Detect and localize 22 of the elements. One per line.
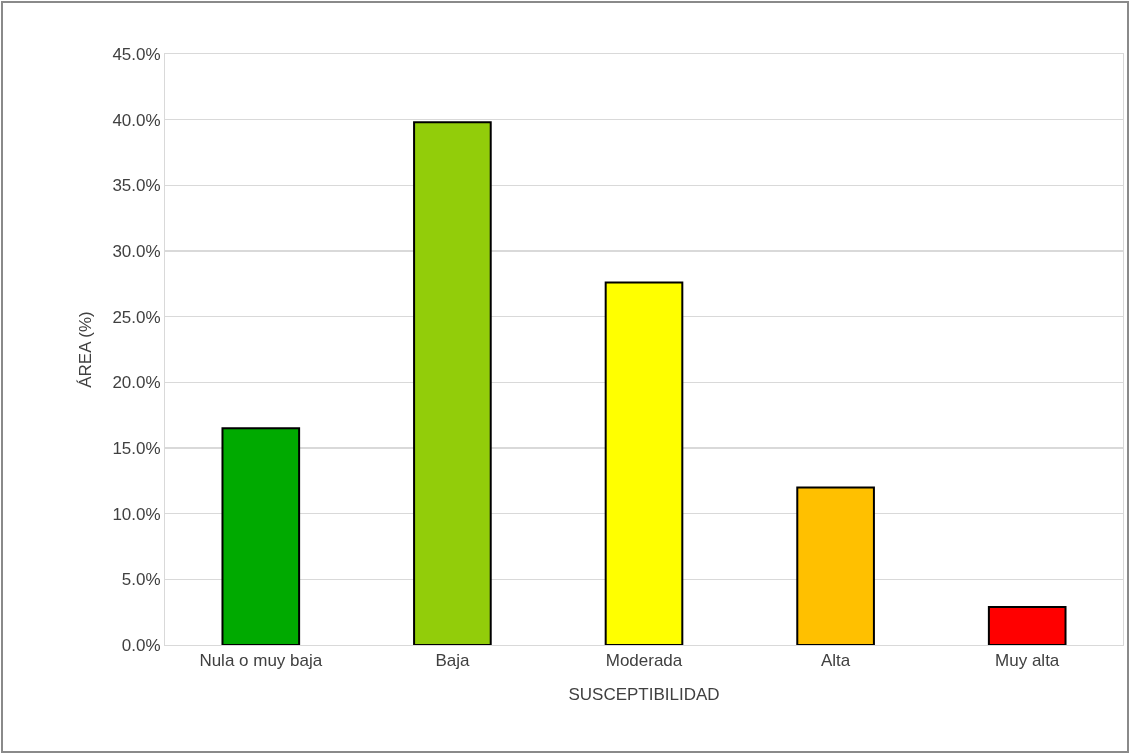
bar [604,281,684,645]
y-tick-label: 35.0% [112,176,161,196]
y-tick-label: 15.0% [112,438,161,458]
x-tick-label: Alta [820,651,851,671]
y-tick-label: 20.0% [112,373,161,393]
bar [987,605,1067,645]
bar [413,121,492,645]
x-axis-title: SUSCEPTIBILIDAD [568,684,720,704]
x-tick-label: Moderada [605,651,683,671]
bar [796,486,875,645]
y-tick-label: 10.0% [112,504,161,524]
y-tick-label: 25.0% [112,307,161,327]
y-tick-label: 45.0% [112,44,161,64]
y-tick-label: 5.0% [121,570,161,590]
x-tick-label: Muy alta [995,651,1060,671]
y-axis-title: ÁREA (%) [75,311,95,388]
x-tick-label: Baja [435,651,470,671]
x-tick-label: Nula o muy baja [199,651,323,671]
bar [221,427,301,645]
y-tick-label: 40.0% [112,110,161,130]
y-tick-label: 30.0% [112,241,161,261]
y-tick-label: 0.0% [121,635,161,655]
